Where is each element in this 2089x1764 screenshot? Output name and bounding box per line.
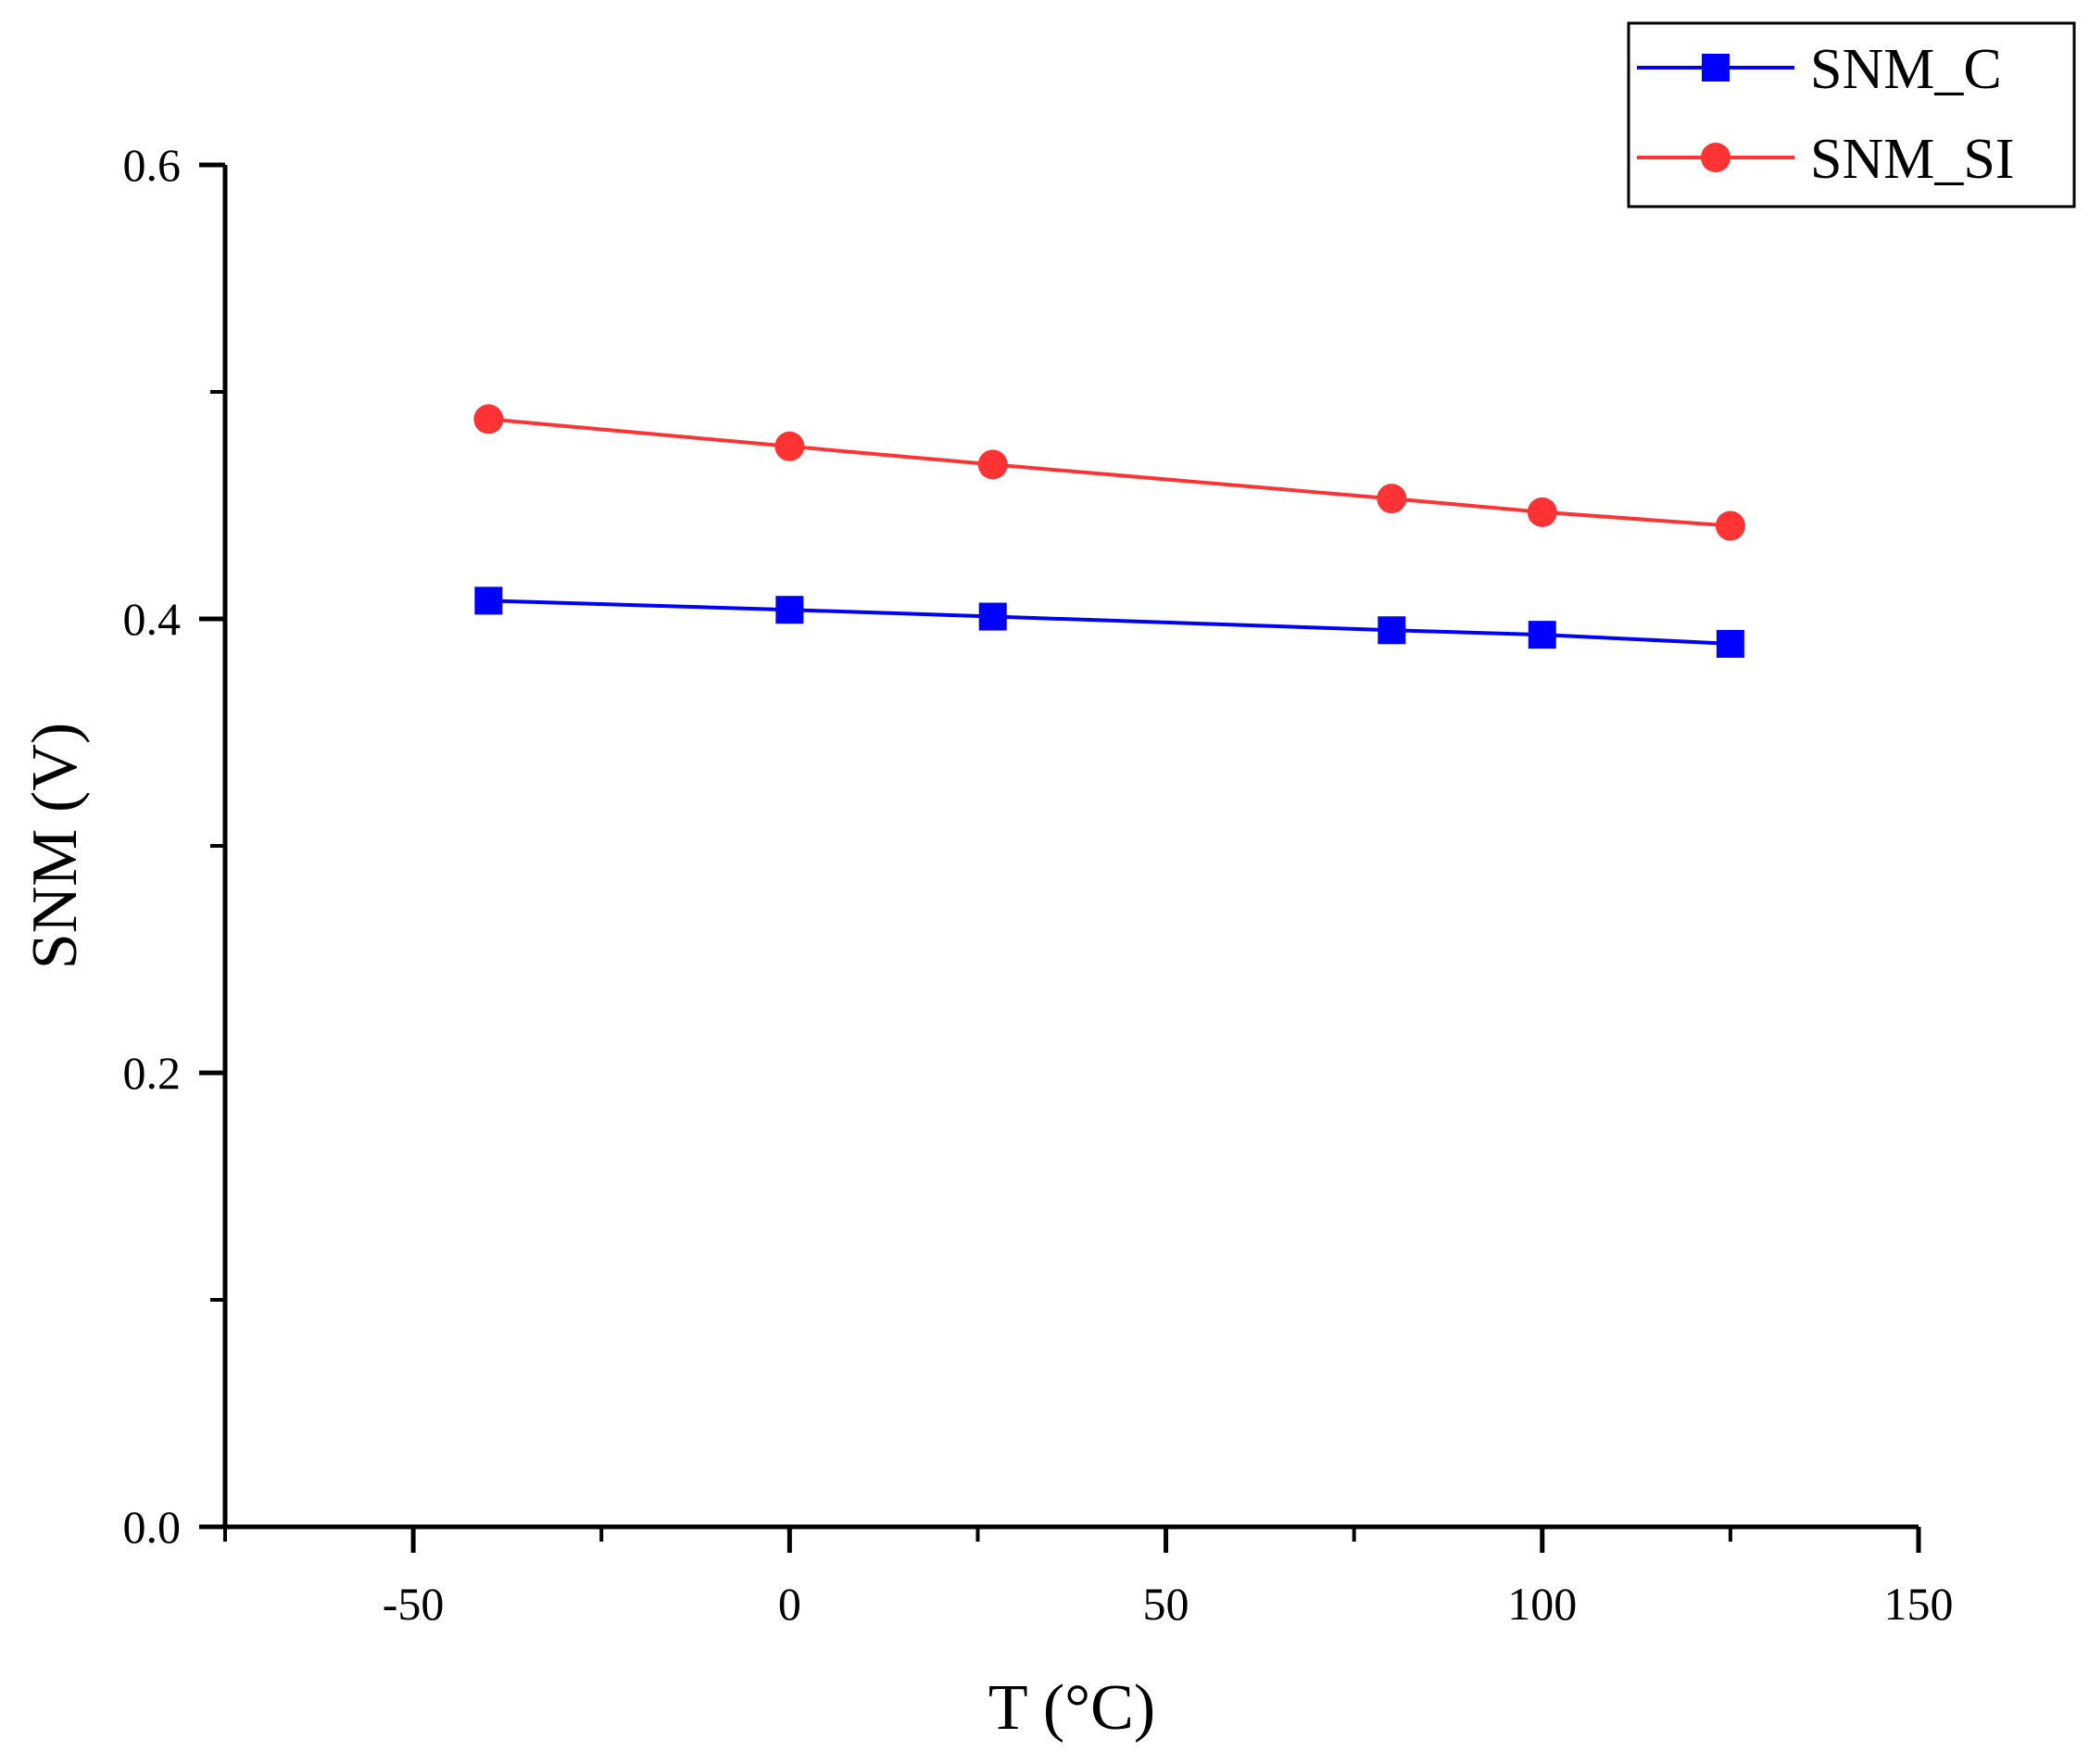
- series: [473, 404, 1745, 658]
- axes: [222, 165, 1919, 1530]
- series-line-snm-si: [488, 417, 1731, 528]
- x-tick-label: 150: [1884, 1578, 1954, 1630]
- legend-marker-snm-c: [1702, 54, 1730, 82]
- y-tick-label: 0.2: [123, 1047, 182, 1099]
- data-point-snm-c: [1716, 629, 1744, 658]
- y-tick-label: 0.6: [123, 139, 182, 191]
- legend: SNM_C SNM_SI: [1627, 21, 2076, 208]
- x-tick-label: -50: [383, 1578, 445, 1630]
- data-point-snm-c: [474, 586, 503, 615]
- x-tick-label: 0: [778, 1578, 801, 1630]
- y-axis-title: SNM (V): [19, 723, 91, 969]
- y-tick-label: 0.4: [123, 593, 182, 645]
- x-axis-title: T (°C): [988, 1672, 1155, 1744]
- data-point-snm-c: [1528, 621, 1556, 649]
- data-point-snm-si: [1527, 497, 1557, 527]
- series-line-snm-c: [488, 598, 1730, 646]
- data-point-snm-si: [1715, 510, 1745, 541]
- y-tick-label: 0.0: [123, 1501, 182, 1553]
- data-point-snm-si: [774, 431, 805, 461]
- data-point-snm-c: [775, 596, 804, 624]
- x-tick-label: 50: [1143, 1578, 1189, 1630]
- legend-label-snm-si: SNM_SI: [1810, 128, 2015, 191]
- legend-items: SNM_C SNM_SI: [1637, 38, 2015, 191]
- legend-marker-snm-si: [1701, 143, 1730, 172]
- x-tick-label: 100: [1507, 1578, 1577, 1630]
- data-point-snm-si: [473, 404, 504, 435]
- legend-label-snm-c: SNM_C: [1810, 38, 2002, 101]
- ticks: -50 0 50 100 150 0.0 0.2 0.4 0.6: [123, 139, 1954, 1630]
- data-point-snm-c: [1378, 616, 1406, 645]
- data-point-snm-c: [978, 602, 1007, 631]
- data-point-snm-si: [977, 449, 1008, 480]
- data-point-snm-si: [1377, 484, 1407, 514]
